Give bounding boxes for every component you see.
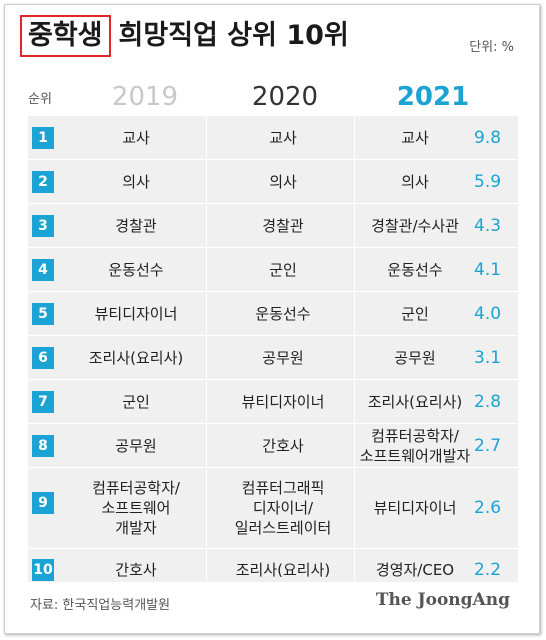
share-value: 4.0 [474,303,502,324]
column-divider [354,116,355,582]
brand-logo: The JoongAng [375,590,510,610]
year-2019-header: 2019 [111,82,179,112]
job-2021: 조리사(요리사) [367,392,463,411]
infographic-frame [4,4,540,634]
share-value: 2.8 [474,391,502,412]
job-2020: 공무원 [262,348,304,367]
table-row: 1 교사 교사 교사 9.8 [28,116,518,160]
table-row: 2 의사 의사 의사 5.9 [28,160,518,204]
job-2019: 운동선수 [108,260,164,279]
share-value: 9.8 [474,127,502,148]
ranking-table: 1 교사 교사 교사 9.8 2 의사 의사 의사 5.9 3 경찰관 경찰관 경찰관/수사관 4.3 4 운동… [28,116,518,592]
rank-badge: 7 [32,391,54,413]
share-value: 2.7 [474,435,502,456]
table-row: 3 경찰관 경찰관 경찰관/수사관 4.3 [28,204,518,248]
share-value: 4.1 [474,259,502,280]
rank-badge: 6 [32,347,54,369]
job-2019: 컴퓨터공학자/ 소프트웨어 개발자 [92,479,180,537]
job-2019: 뷰티디자이너 [94,304,178,323]
rank-badge: 10 [32,559,54,581]
rank-badge: 2 [32,171,54,193]
job-2020: 간호사 [262,436,304,455]
share-value: 2.2 [474,560,502,580]
job-2019: 경찰관 [115,216,157,235]
job-2021: 컴퓨터공학자/ 소프트웨어개발자 [359,426,471,465]
table-row: 6 조리사(요리사) 공무원 공무원 3.1 [28,336,518,380]
unit-label: 단위: % [469,40,514,55]
job-2019: 간호사 [115,561,157,579]
rank-badge: 9 [32,492,54,514]
table-row: 4 운동선수 군인 운동선수 4.1 [28,248,518,292]
job-2020: 군인 [269,260,297,279]
share-value: 4.3 [474,215,502,236]
share-value: 3.1 [474,347,502,368]
source-note: 자료: 한국직업능력개발원 [30,598,171,613]
job-2020: 컴퓨터그래픽 디자이너/ 일러스트레이터 [234,479,332,537]
job-2021: 교사 [401,128,429,147]
table-row: 7 군인 뷰티디자이너 조리사(요리사) 2.8 [28,380,518,424]
rank-column-header: 순위 [28,92,52,107]
job-2019: 공무원 [115,436,157,455]
job-2021: 경찰관/수사관 [371,216,459,235]
rank-badge: 1 [32,127,54,149]
job-2020: 운동선수 [255,304,311,323]
table-row: 9 컴퓨터공학자/ 소프트웨어 개발자 컴퓨터그래픽 디자이너/ 일러스트레이터 뷰티… [28,468,518,549]
share-value: 5.9 [474,171,502,192]
job-2019: 교사 [122,128,150,147]
job-2021: 운동선수 [387,260,443,279]
job-2021: 공무원 [394,348,436,367]
job-2020: 교사 [269,128,297,147]
year-2020-header: 2020 [251,82,319,112]
job-2020: 뷰티디자이너 [241,392,325,411]
job-2019: 군인 [122,392,150,411]
rank-badge: 8 [32,435,54,457]
share-value: 2.6 [474,498,502,518]
rank-badge: 4 [32,259,54,281]
column-header-row: 순위 2019 2020 2021 [28,80,518,114]
job-2019: 조리사(요리사) [88,348,184,367]
table-row: 8 공무원 간호사 컴퓨터공학자/ 소프트웨어개발자 2.7 [28,424,518,468]
table-row: 5 뷰티디자이너 운동선수 군인 4.0 [28,292,518,336]
job-2021: 의사 [401,172,429,191]
job-2021: 뷰티디자이너 [373,499,457,517]
page-title: 희망직업 상위 10위 [118,20,349,51]
column-divider [206,116,207,582]
table-row: 10 간호사 조리사(요리사) 경영자/CEO 2.2 [28,549,518,592]
job-2019: 의사 [122,172,150,191]
title-highlight: 중학생 [20,15,111,57]
job-2021: 경영자/CEO [375,561,455,579]
job-2020: 의사 [269,172,297,191]
title-row: 중학생 희망직업 상위 10위 [20,10,349,62]
job-2020: 경찰관 [262,216,304,235]
rank-badge: 3 [32,215,54,237]
rank-badge: 5 [32,303,54,325]
job-2020: 조리사(요리사) [235,561,331,579]
year-2021-header: 2021 [396,82,470,112]
job-2021: 군인 [401,304,429,323]
